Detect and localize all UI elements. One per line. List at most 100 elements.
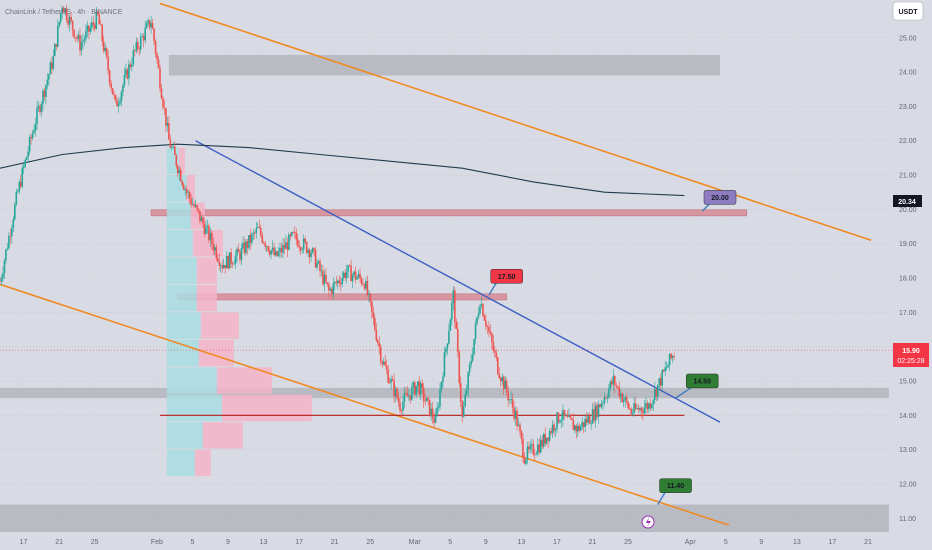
x-tick-label: 25 (366, 539, 374, 546)
candle-body (416, 381, 419, 386)
candle-body (28, 137, 31, 152)
vp-bar-down (192, 229, 223, 257)
candle-body (224, 265, 226, 269)
candle-body (440, 381, 443, 390)
candle-body (661, 370, 664, 386)
currency-label: USDT (898, 9, 918, 16)
candle-body (276, 251, 278, 256)
candle-body (502, 376, 505, 389)
candle-body (422, 387, 425, 401)
candle-body (437, 406, 440, 408)
price-annotation: 14.50 (675, 373, 719, 399)
candle-body (59, 12, 62, 22)
candle-body (134, 50, 136, 52)
candle-body (385, 365, 388, 370)
vp-bar-up (166, 422, 203, 449)
candle-body (541, 439, 544, 447)
candle-body (227, 256, 229, 269)
candle-body (166, 123, 169, 126)
candle-body (636, 408, 638, 409)
candle-body (39, 106, 41, 113)
candle-body (584, 418, 586, 427)
lightning-icon[interactable] (641, 515, 655, 529)
x-tick-label: 9 (484, 539, 488, 546)
x-tick-label: 21 (331, 539, 339, 546)
candle-body (48, 74, 50, 80)
candle-body (600, 403, 603, 408)
candle-body (49, 62, 52, 75)
candle-body (317, 261, 320, 264)
candle-body (172, 146, 175, 148)
candle-body (464, 394, 466, 407)
candle-body (34, 123, 37, 131)
x-tick-label: Feb (151, 539, 163, 546)
candle-body (574, 425, 576, 430)
candle-body (433, 418, 435, 423)
candle-body (408, 395, 410, 397)
price-axis: USDT 11.0012.0013.0014.0015.0016.0017.00… (892, 0, 932, 532)
candle-body (630, 408, 632, 414)
currency-button[interactable] (892, 1, 924, 21)
candle-body (116, 100, 118, 107)
candle-body (313, 248, 315, 251)
candle-body (622, 400, 625, 402)
candle-body (611, 381, 613, 385)
candle-body (160, 88, 163, 99)
candle-body (126, 69, 129, 79)
annotation-pointer (657, 491, 667, 505)
candle-body (0, 277, 3, 282)
candle-body (445, 348, 447, 353)
candle-body (107, 56, 109, 71)
x-tick-label: 25 (91, 539, 99, 546)
candle-body (643, 407, 646, 414)
x-tick-label: 13 (793, 539, 801, 546)
candle-body (614, 376, 616, 386)
candle-body (176, 166, 179, 174)
candle-body (550, 431, 552, 433)
candle-body (390, 379, 392, 383)
candle-body (479, 306, 481, 314)
candle-body (637, 408, 640, 410)
candle-body (125, 69, 127, 75)
candle-body (557, 412, 560, 423)
x-tick-label: 17 (20, 539, 28, 546)
resistance-zone (177, 293, 508, 301)
candle-body (387, 369, 389, 383)
vp-bar-down (221, 394, 312, 422)
candle-body (476, 317, 478, 324)
candle-body (334, 281, 336, 284)
candle-body (283, 244, 286, 249)
candle-body (659, 378, 662, 386)
candle-body (24, 159, 26, 167)
candle-body (123, 74, 126, 86)
candle-body (608, 388, 610, 398)
candle-body (565, 414, 567, 416)
candle-body (628, 407, 631, 409)
candle-body (471, 354, 474, 361)
vp-bar-up (166, 284, 197, 312)
candle-body (237, 248, 240, 253)
candle-body (645, 403, 647, 408)
candle-body (153, 28, 155, 42)
vp-bar-down (202, 422, 243, 449)
candle-body (101, 24, 104, 42)
time-axis-background (0, 532, 932, 550)
candle-body (414, 382, 416, 395)
candle-body (119, 100, 121, 104)
x-tick-label: 9 (759, 539, 763, 546)
candle-body (403, 393, 406, 402)
candle-body (378, 342, 381, 348)
y-tick-label: 25.00 (899, 35, 917, 42)
candle-body (216, 258, 219, 262)
candle-body (671, 355, 674, 359)
candle-body (368, 293, 370, 295)
candle-body (454, 290, 456, 322)
candle-body (363, 284, 366, 289)
candle-body (428, 399, 431, 416)
candle-body (627, 401, 629, 408)
candle-body (411, 387, 413, 400)
candle-body (2, 273, 4, 278)
candle-body (336, 280, 339, 284)
candle-body (15, 192, 18, 205)
